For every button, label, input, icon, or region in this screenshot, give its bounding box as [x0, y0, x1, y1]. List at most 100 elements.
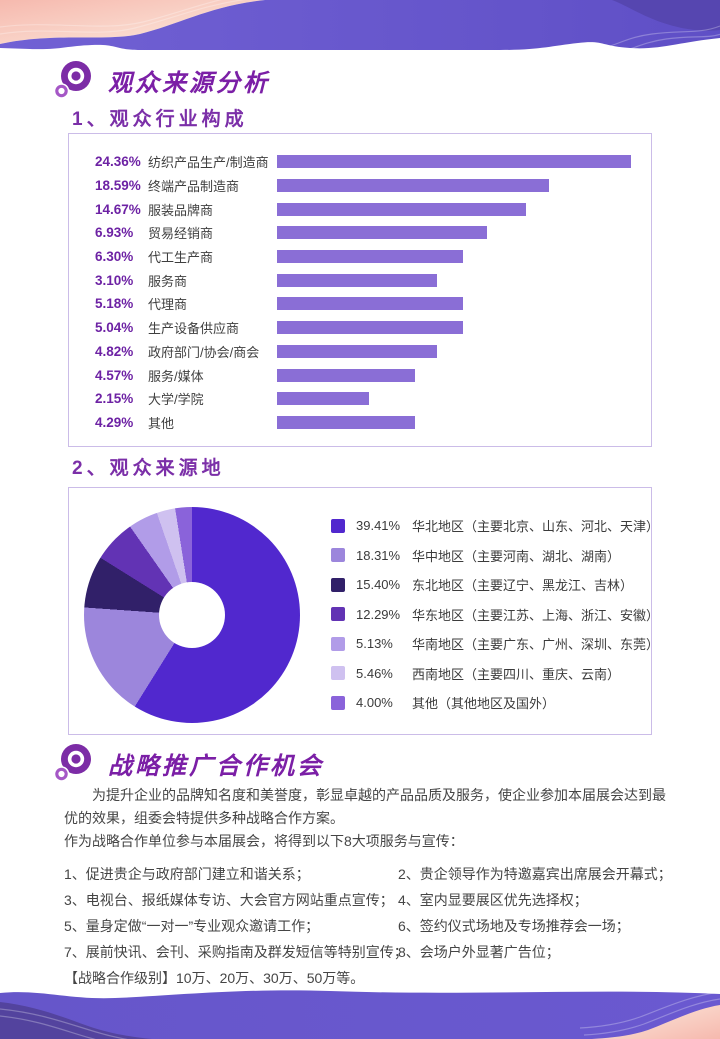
- legend-swatch: [331, 666, 345, 681]
- legend-value-label: 18.31%: [356, 547, 401, 563]
- bar: [277, 368, 415, 382]
- bar-value-label: 5.04%: [95, 320, 134, 336]
- legend-swatch: [331, 518, 345, 533]
- bar: [277, 392, 369, 406]
- bar-value-label: 4.57%: [95, 367, 134, 383]
- legend-item: 5.13% 华南地区（主要广东、广州、深圳、东莞）: [331, 629, 659, 659]
- legend-region-label: 东北地区（主要辽宁、黑龙江、吉林）: [412, 578, 634, 594]
- donut-chart: [84, 507, 300, 723]
- legend-swatch: [331, 695, 345, 710]
- bar: [277, 226, 487, 240]
- section1-title: 观众来源分析: [108, 69, 270, 97]
- dark-corner-shape: [612, 0, 720, 31]
- industry-bar-chart: 24.36% 纺织产品生产/制造商 18.59% 终端产品制造商 14.67% 服装品牌商…: [68, 133, 652, 447]
- service-item: 4、室内显要展区优先选择权；: [398, 892, 588, 908]
- pink-corner-shape: [0, 0, 265, 44]
- legend-swatch: [331, 577, 345, 592]
- legend-item: 4.00% 其他（其他地区及国外）: [331, 688, 659, 718]
- subsection-industry-title: 1、观众行业构成: [72, 109, 248, 130]
- bar-row: 5.04% 生产设备供应商: [95, 316, 651, 340]
- dark-corner-shape: [0, 1002, 152, 1039]
- legend-region-label: 华东地区（主要江苏、上海、浙江、安徽）: [412, 607, 660, 623]
- bar-value-label: 24.36%: [95, 154, 141, 170]
- bar-row: 6.93% 贸易经销商: [95, 221, 651, 245]
- bar: [277, 250, 463, 264]
- legend-value-label: 5.13%: [356, 636, 393, 652]
- bar-row: 14.67% 服装品牌商: [95, 197, 651, 221]
- bar-category-label: 终端产品制造商: [148, 179, 240, 195]
- purple-wave-shape: [0, 0, 720, 50]
- bar: [277, 321, 463, 335]
- subsection-origin-title: 2、观众来源地: [72, 458, 225, 479]
- service-item: 5、量身定做“一对一”专业观众邀请工作；: [64, 918, 320, 934]
- legend-region-label: 其他（其他地区及国外）: [412, 696, 556, 712]
- legend-item: 12.29% 华东地区（主要江苏、上海、浙江、安徽）: [331, 600, 659, 630]
- bar-category-label: 其他: [148, 415, 175, 431]
- bullseye-icon: [53, 744, 91, 782]
- bar-value-label: 6.30%: [95, 249, 134, 265]
- legend-value-label: 5.46%: [356, 665, 393, 681]
- bar-value-label: 6.93%: [95, 225, 134, 241]
- legend-value-label: 12.29%: [356, 606, 401, 622]
- bar-row: 6.30% 代工生产商: [95, 245, 651, 269]
- service-item: 6、签约仪式场地及专场推荐会一场；: [398, 918, 630, 934]
- bar: [277, 202, 526, 216]
- industry-bar-rows: 24.36% 纺织产品生产/制造商 18.59% 终端产品制造商 14.67% 服装品牌商…: [69, 134, 651, 434]
- section2-header: 战略推广合作机会: [52, 741, 324, 785]
- bar-value-label: 5.18%: [95, 296, 134, 312]
- bar-value-label: 14.67%: [95, 201, 141, 217]
- origin-pie-chart: 39.41% 华北地区（主要北京、山东、河北、天津） 18.31% 华中地区（主要河南…: [68, 487, 659, 735]
- legend-region-label: 西南地区（主要四川、重庆、云南）: [412, 666, 621, 682]
- bottom-wave-decoration: [0, 990, 720, 1039]
- bar-row: 5.18% 代理商: [95, 292, 651, 316]
- legend-value-label: 4.00%: [356, 695, 393, 711]
- bar-value-label: 18.59%: [95, 178, 141, 194]
- legend-swatch: [331, 636, 345, 651]
- legend-value-label: 15.40%: [356, 577, 401, 593]
- legend-item: 18.31% 华中地区（主要河南、湖北、湖南）: [331, 541, 659, 571]
- service-item: 8、会场户外显著广告位；: [398, 944, 560, 960]
- bar-category-label: 代工生产商: [148, 250, 214, 266]
- bar: [277, 179, 549, 193]
- purple-wave-shape: [0, 990, 720, 1039]
- bar-row: 4.82% 政府部门/协会/商会: [95, 340, 651, 364]
- service-item: 1、促进贵企与政府部门建立和谐关系；: [64, 866, 310, 882]
- bar-category-label: 大学/学院: [148, 392, 204, 408]
- legend-swatch: [331, 607, 345, 622]
- service-item: 2、贵企领导作为特邀嘉宾出席展会开幕式；: [398, 866, 672, 882]
- bar-value-label: 4.29%: [95, 414, 134, 430]
- cooperation-levels: 【战略合作级别】10万、20万、30万、50万等。: [64, 970, 365, 986]
- section2-title: 战略推广合作机会: [108, 752, 324, 780]
- intro-paragraph: 为提升企业的品牌知名度和美誉度，彰显卓越的产品品质及服务，使企业参加本届展会达到…: [64, 787, 666, 826]
- bar-category-label: 生产设备供应商: [148, 321, 240, 337]
- bar-value-label: 2.15%: [95, 391, 134, 407]
- services-list: 1、促进贵企与政府部门建立和谐关系； 2、贵企领导作为特邀嘉宾出席展会开幕式； 3、…: [64, 861, 672, 965]
- bar: [277, 155, 631, 169]
- legend-region-label: 华南地区（主要广东、广州、深圳、东莞）: [412, 637, 660, 653]
- bar-value-label: 3.10%: [95, 272, 134, 288]
- cooperation-text: 为提升企业的品牌知名度和美誉度，彰显卓越的产品品质及服务，使企业参加本届展会达到…: [64, 784, 672, 991]
- bar: [277, 344, 437, 358]
- services-lead-paragraph: 作为战略合作单位参与本届展会，将得到以下8大项服务与宣传：: [64, 833, 464, 849]
- bar-value-label: 4.82%: [95, 343, 134, 359]
- pink-corner-shape: [592, 1005, 720, 1039]
- bar-row: 3.10% 服务商: [95, 268, 651, 292]
- pie-legend: 39.41% 华北地区（主要北京、山东、河北、天津） 18.31% 华中地区（主要河南…: [331, 511, 659, 718]
- legend-region-label: 华北地区（主要北京、山东、河北、天津）: [412, 519, 660, 535]
- bar-row: 18.59% 终端产品制造商: [95, 174, 651, 198]
- legend-swatch: [331, 548, 345, 563]
- bar: [277, 415, 415, 429]
- legend-value-label: 39.41%: [356, 518, 401, 534]
- bullseye-icon: [53, 61, 91, 99]
- top-wave-decoration: [0, 0, 720, 52]
- wave-line-decoration: [0, 991, 720, 1039]
- bar-category-label: 服务/媒体: [148, 368, 204, 384]
- legend-item: 39.41% 华北地区（主要北京、山东、河北、天津）: [331, 511, 659, 541]
- bar-category-label: 服装品牌商: [148, 202, 214, 218]
- bar-category-label: 服务商: [148, 273, 188, 289]
- wave-line-decoration: [0, 0, 720, 52]
- bar: [277, 297, 463, 311]
- bar-row: 24.36% 纺织产品生产/制造商: [95, 150, 651, 174]
- bar-category-label: 代理商: [148, 297, 188, 313]
